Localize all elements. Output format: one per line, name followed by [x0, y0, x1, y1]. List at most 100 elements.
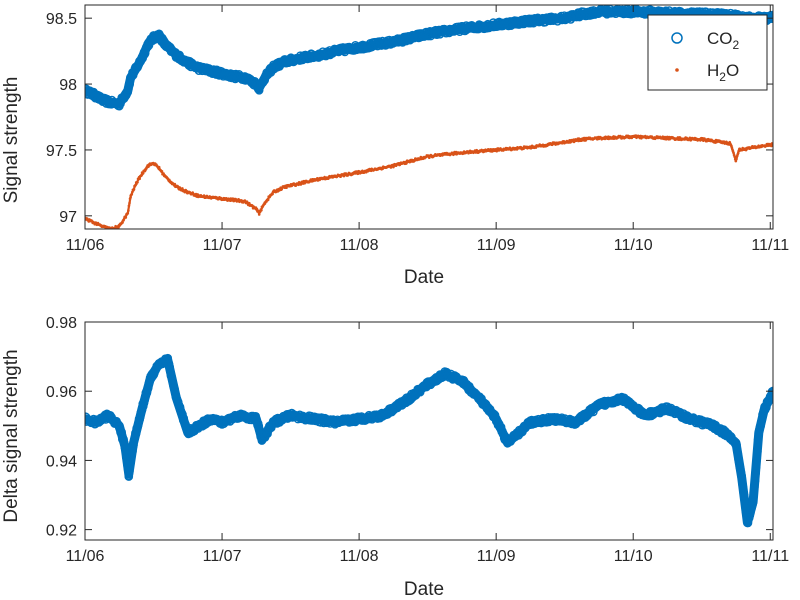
- top-h2o-point: [405, 162, 408, 165]
- top-y-tick-label: 97.5: [46, 143, 77, 160]
- legend-co2-marker: [671, 32, 683, 44]
- top-h2o-point: [181, 187, 184, 190]
- bottom-delta-point: [254, 421, 264, 431]
- top-y-tick-label: 97: [59, 209, 77, 226]
- bottom-delta-point: [750, 482, 759, 492]
- legend-h2o-label: H2O: [707, 61, 739, 84]
- bottom-delta-point: [751, 462, 761, 472]
- bottom-delta-point: [753, 447, 762, 457]
- top-x-tick-label: 11/06: [66, 237, 105, 254]
- bottom-delta-point: [765, 392, 773, 401]
- bottom-delta-point: [733, 449, 743, 458]
- top-h2o-point: [132, 188, 136, 191]
- top-h2o-point: [534, 146, 538, 149]
- top-h2o-point: [127, 209, 130, 212]
- top-x-tick-label: 11/11: [751, 237, 789, 254]
- bottom-delta-point: [756, 421, 766, 431]
- top-y-tick-label: 98: [59, 77, 77, 94]
- legend-box: [647, 14, 768, 91]
- bottom-delta-point: [736, 468, 746, 477]
- top-h2o-point: [121, 221, 124, 224]
- top-x-axis-label: Date: [404, 267, 444, 288]
- bottom-x-tick-label: 11/10: [614, 548, 653, 565]
- legend-co2-label: CO2: [707, 29, 740, 52]
- top-h2o-point: [126, 211, 130, 215]
- bottom-delta-point: [740, 497, 750, 506]
- legend-h2o-sub: 2: [719, 70, 726, 84]
- top-h2o-point: [257, 213, 261, 216]
- top-h2o-point: [266, 198, 270, 202]
- bottom-delta-point: [131, 429, 141, 439]
- top-h2o-point: [138, 177, 141, 181]
- top-h2o-point: [141, 171, 145, 175]
- top-x-ticks: 11/06 11/07 11/08 11/09 11/10 11/11: [66, 5, 789, 254]
- bottom-x-tick-label: 11/08: [340, 548, 379, 565]
- bottom-y-tick-label: 0.96: [46, 384, 77, 401]
- bottom-delta-point: [252, 417, 262, 427]
- bottom-delta-point: [251, 411, 261, 421]
- top-h2o-point: [160, 170, 164, 173]
- bottom-y-axis-label: Delta signal strength: [1, 349, 22, 522]
- top-h2o-point: [124, 216, 128, 219]
- bottom-delta-point: [120, 441, 130, 451]
- top-co2-point: [124, 84, 133, 94]
- bottom-delta-point: [128, 447, 137, 456]
- top-h2o-point: [127, 204, 131, 208]
- bottom-delta-point: [165, 366, 175, 376]
- top-h2o-point: [173, 182, 177, 186]
- bottom-x-tick-label: 11/09: [477, 548, 516, 565]
- top-h2o-point: [168, 178, 171, 182]
- bottom-x-tick-label: 11/06: [66, 548, 105, 565]
- top-axes-box: [84, 4, 774, 230]
- top-h2o-point: [117, 226, 120, 229]
- bottom-delta-point: [739, 491, 749, 500]
- bottom-delta-point: [130, 434, 140, 443]
- legend-h2o-marker: [675, 68, 679, 72]
- bottom-delta-point: [736, 463, 745, 473]
- top-h2o-point: [128, 201, 131, 205]
- bottom-series-group: [85, 353, 773, 528]
- bottom-y-ticks: 0.92 0.94 0.96 0.98: [46, 315, 773, 540]
- legend: CO2 H2O: [647, 14, 768, 91]
- bottom-delta-point: [732, 445, 742, 455]
- legend-co2-sub: 2: [733, 38, 740, 52]
- top-y-tick-label: 98.5: [46, 11, 77, 28]
- top-h2o-point: [157, 165, 161, 169]
- legend-h2o-base: H: [707, 61, 719, 80]
- bottom-x-tick-label: 11/11: [751, 548, 789, 565]
- bottom-delta-point: [734, 458, 744, 467]
- bottom-panel: 0.92 0.94 0.96 0.98 11/06 11/07 11/08 11/09 11/…: [1, 315, 789, 600]
- bottom-delta-point: [126, 451, 136, 461]
- top-h2o-point: [271, 192, 274, 196]
- bottom-x-axis-label: Date: [404, 579, 444, 600]
- top-h2o-point: [136, 181, 139, 184]
- top-h2o-point: [730, 146, 734, 149]
- top-h2o-point: [522, 147, 525, 151]
- bottom-x-tick-label: 11/07: [203, 548, 242, 565]
- top-x-tick-label: 11/07: [203, 237, 242, 254]
- top-x-tick-label: 11/10: [614, 237, 653, 254]
- top-h2o-point: [732, 151, 735, 155]
- bottom-delta-point: [732, 440, 741, 450]
- bottom-delta-point: [766, 394, 773, 404]
- legend-h2o-suffix: O: [726, 61, 739, 80]
- bottom-y-tick-label: 0.92: [46, 523, 77, 540]
- top-y-ticks: 97 97.5 98 98.5: [46, 11, 773, 226]
- bottom-delta-point: [738, 482, 748, 492]
- top-x-tick-label: 11/08: [340, 237, 379, 254]
- top-x-tick-label: 11/09: [477, 237, 516, 254]
- bottom-delta-point: [175, 402, 185, 412]
- bottom-delta-point: [738, 479, 747, 488]
- bottom-delta-point: [163, 353, 173, 363]
- top-h2o-point: [736, 151, 740, 155]
- bottom-delta-point: [124, 472, 134, 481]
- bottom-y-tick-label: 0.94: [46, 453, 77, 470]
- top-y-axis-label: Signal strength: [1, 77, 22, 204]
- top-h2o-point: [495, 149, 499, 153]
- bottom-y-tick-label: 0.98: [46, 315, 77, 332]
- top-h2o-point: [735, 157, 738, 161]
- top-h2o-point: [733, 155, 736, 158]
- top-co2-point: [767, 14, 773, 23]
- bottom-delta-point: [142, 388, 152, 398]
